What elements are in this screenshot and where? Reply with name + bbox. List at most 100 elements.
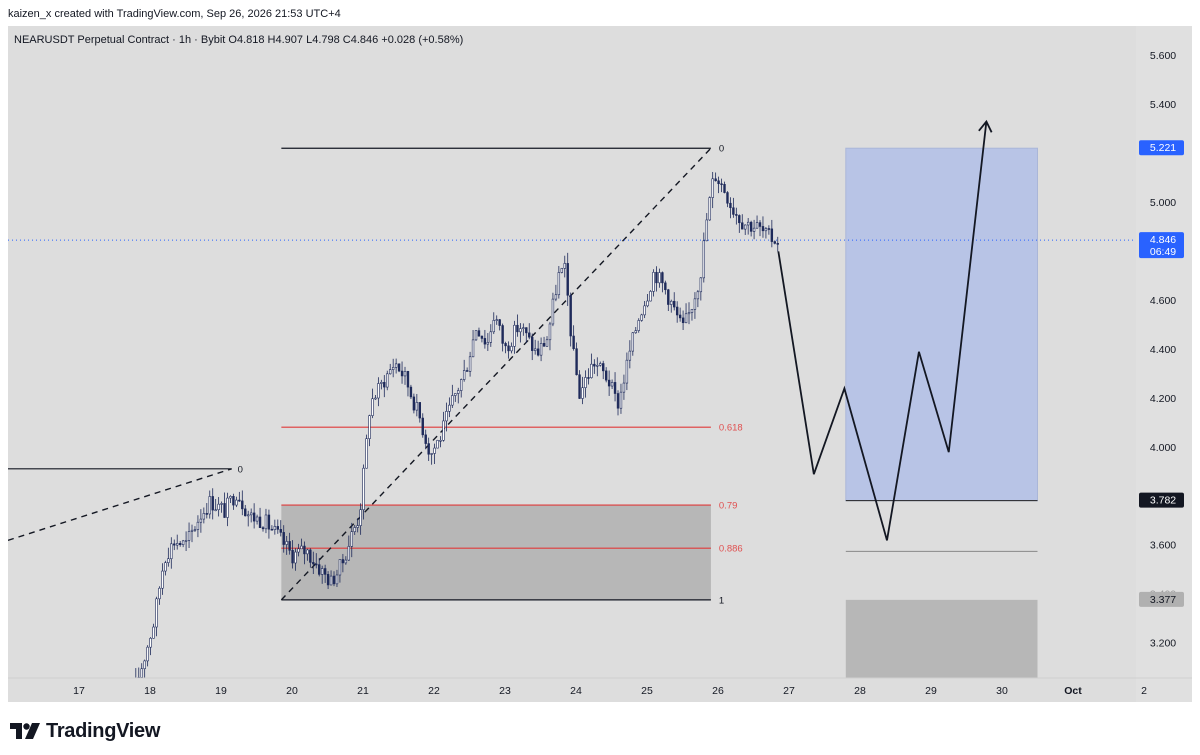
candle-body — [560, 268, 564, 273]
price-badge-3.377 — [1139, 591, 1184, 607]
price-badge-text: 5.221 — [1150, 142, 1176, 154]
candle-body — [403, 371, 407, 377]
fib-zone — [281, 505, 711, 600]
candle-body — [640, 314, 643, 321]
x-tick-label: 22 — [428, 685, 440, 697]
candle-body — [767, 228, 771, 230]
candle-body — [525, 327, 528, 334]
candle-body — [717, 180, 720, 185]
candle-body — [528, 332, 531, 338]
candle-body — [424, 434, 427, 444]
candle-body — [356, 525, 359, 528]
candle-body — [415, 402, 419, 411]
candle-body — [291, 550, 294, 564]
candle-body — [320, 568, 324, 575]
x-tick-label: Oct — [1064, 685, 1082, 697]
candle-body — [249, 512, 253, 516]
time-axis — [8, 677, 1192, 702]
candle-body — [670, 300, 673, 305]
x-tick-label: 17 — [73, 685, 85, 697]
candle-body — [217, 503, 220, 511]
y-tick-label: 4.400 — [1150, 344, 1176, 356]
candle-body — [738, 215, 741, 224]
x-tick-label: 30 — [996, 685, 1008, 697]
candle-body — [149, 637, 152, 648]
candle-body — [276, 526, 279, 530]
candle-body — [178, 543, 182, 545]
candle-body — [394, 363, 398, 368]
candle-body — [164, 562, 167, 572]
candle-body — [637, 320, 640, 331]
candle-body — [155, 598, 158, 628]
candle-body — [596, 364, 599, 367]
candle-body — [427, 443, 430, 455]
candle-body — [412, 396, 416, 411]
candle-body — [687, 312, 691, 315]
candle-body — [418, 402, 421, 419]
candle-body — [749, 221, 753, 232]
candle-body — [318, 564, 321, 575]
candle-body — [673, 300, 676, 308]
candle-body — [539, 343, 543, 356]
candle-body — [421, 417, 424, 436]
candle-body — [312, 562, 315, 565]
fib-label-0: 0 — [719, 144, 724, 155]
candle-body — [270, 528, 274, 531]
candle-body — [531, 336, 534, 351]
price-axis-bg — [1136, 26, 1192, 702]
candle-body — [708, 197, 711, 221]
candle-body — [190, 529, 194, 532]
candle-body — [590, 363, 593, 379]
fib-label-0.79: 0.79 — [719, 501, 738, 512]
candle-body — [176, 543, 179, 546]
candle-body — [462, 370, 466, 380]
candle-body — [442, 420, 445, 441]
candle-body — [347, 546, 350, 561]
candle-body — [584, 377, 587, 389]
chart-panel[interactable]: NEARUSDT Perpetual Contract · 1h · Bybit… — [8, 26, 1192, 702]
candle-body — [664, 282, 667, 291]
candle-body — [400, 370, 404, 377]
price-badge-text: 4.846 — [1150, 234, 1176, 246]
price-badge-countdown: 06:49 — [1150, 246, 1176, 258]
candle-body — [667, 289, 670, 305]
candle-body — [522, 327, 525, 329]
candle-body — [566, 263, 569, 296]
candle-body — [365, 438, 368, 469]
y-tick-label: 4.600 — [1150, 295, 1176, 307]
y-tick-label: 5.600 — [1150, 50, 1176, 62]
y-tick-label: 3.600 — [1150, 540, 1176, 552]
x-tick-label: 28 — [854, 685, 866, 697]
x-tick-label: 29 — [925, 685, 937, 697]
candle-body — [258, 516, 262, 528]
candle-body — [554, 294, 558, 300]
candle-body — [714, 178, 717, 182]
candle-body — [140, 668, 143, 678]
candle-body — [457, 390, 460, 394]
candle-body — [513, 324, 516, 347]
price-chart[interactable]: NEARUSDT Perpetual Contract · 1h · Bybit… — [8, 26, 1192, 702]
candle-body — [548, 323, 552, 341]
price-badge-text: 3.377 — [1150, 594, 1176, 606]
time-axis-bg — [8, 678, 1136, 702]
x-tick-label: 20 — [286, 685, 298, 697]
candle-body — [684, 313, 688, 324]
candle-body — [746, 221, 750, 226]
candle-body — [646, 300, 649, 307]
candle-body — [214, 509, 217, 512]
candle-body — [678, 314, 682, 319]
x-tick-label: 26 — [712, 685, 724, 697]
candle-body — [377, 383, 380, 399]
candle-body — [581, 387, 584, 399]
candle-body — [460, 379, 463, 391]
previous-fib-label: 0 — [238, 464, 243, 475]
candle-body — [723, 184, 726, 193]
candle-body — [649, 291, 652, 302]
tradingview-mark-icon — [10, 723, 40, 739]
candle-body — [226, 497, 229, 518]
candle-body — [315, 563, 318, 566]
candle-body — [448, 404, 451, 412]
candle-body — [451, 395, 454, 406]
candle-body — [516, 324, 519, 333]
candle-body — [344, 559, 348, 564]
